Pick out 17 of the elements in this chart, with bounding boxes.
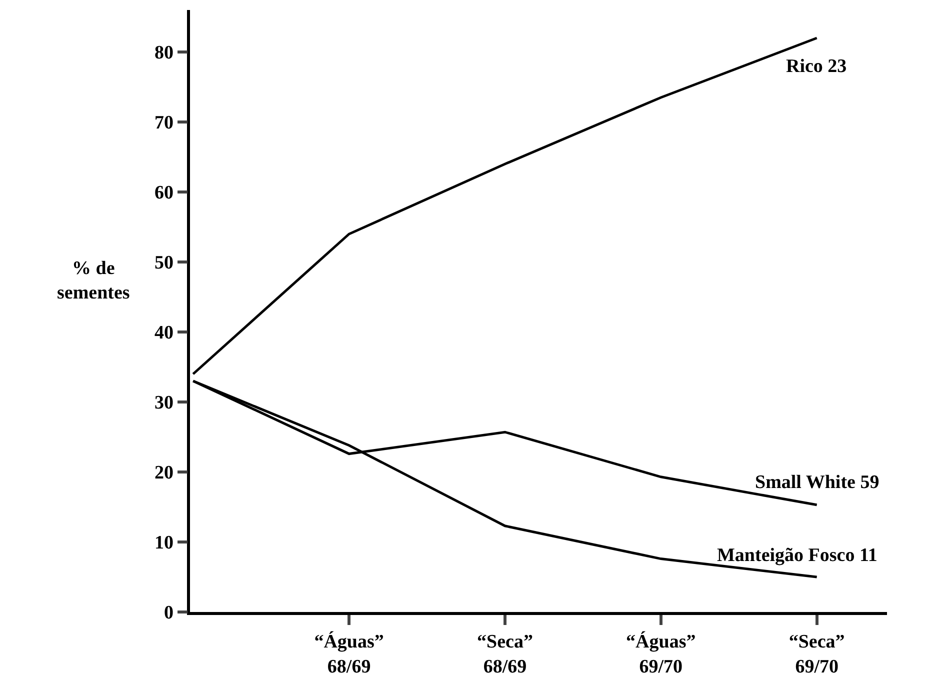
x-tick-label: “Seca” 68/69 — [477, 632, 533, 678]
y-axis-title: % de sementes — [57, 258, 130, 304]
y-tick-label: 20 — [154, 462, 174, 484]
y-tick-label: 30 — [154, 392, 174, 414]
series-label: Small White 59 — [755, 472, 880, 493]
x-tick-label: “Seca” 69/70 — [788, 632, 845, 678]
y-tick-label: 50 — [154, 252, 174, 274]
y-tick-label: 10 — [154, 532, 174, 554]
series-label: Rico 23 — [786, 56, 847, 77]
x-tick-label: “Águas” 68/69 — [314, 630, 384, 678]
series-label: Manteigão Fosco 11 — [717, 545, 878, 566]
x-tick-label: “Águas” 69/70 — [626, 630, 696, 678]
y-tick-label: 0 — [164, 602, 174, 624]
y-tick-label: 70 — [154, 112, 174, 134]
y-tick-label: 60 — [154, 182, 174, 204]
y-tick-label: 80 — [154, 42, 174, 64]
y-tick-label: 40 — [154, 322, 174, 344]
